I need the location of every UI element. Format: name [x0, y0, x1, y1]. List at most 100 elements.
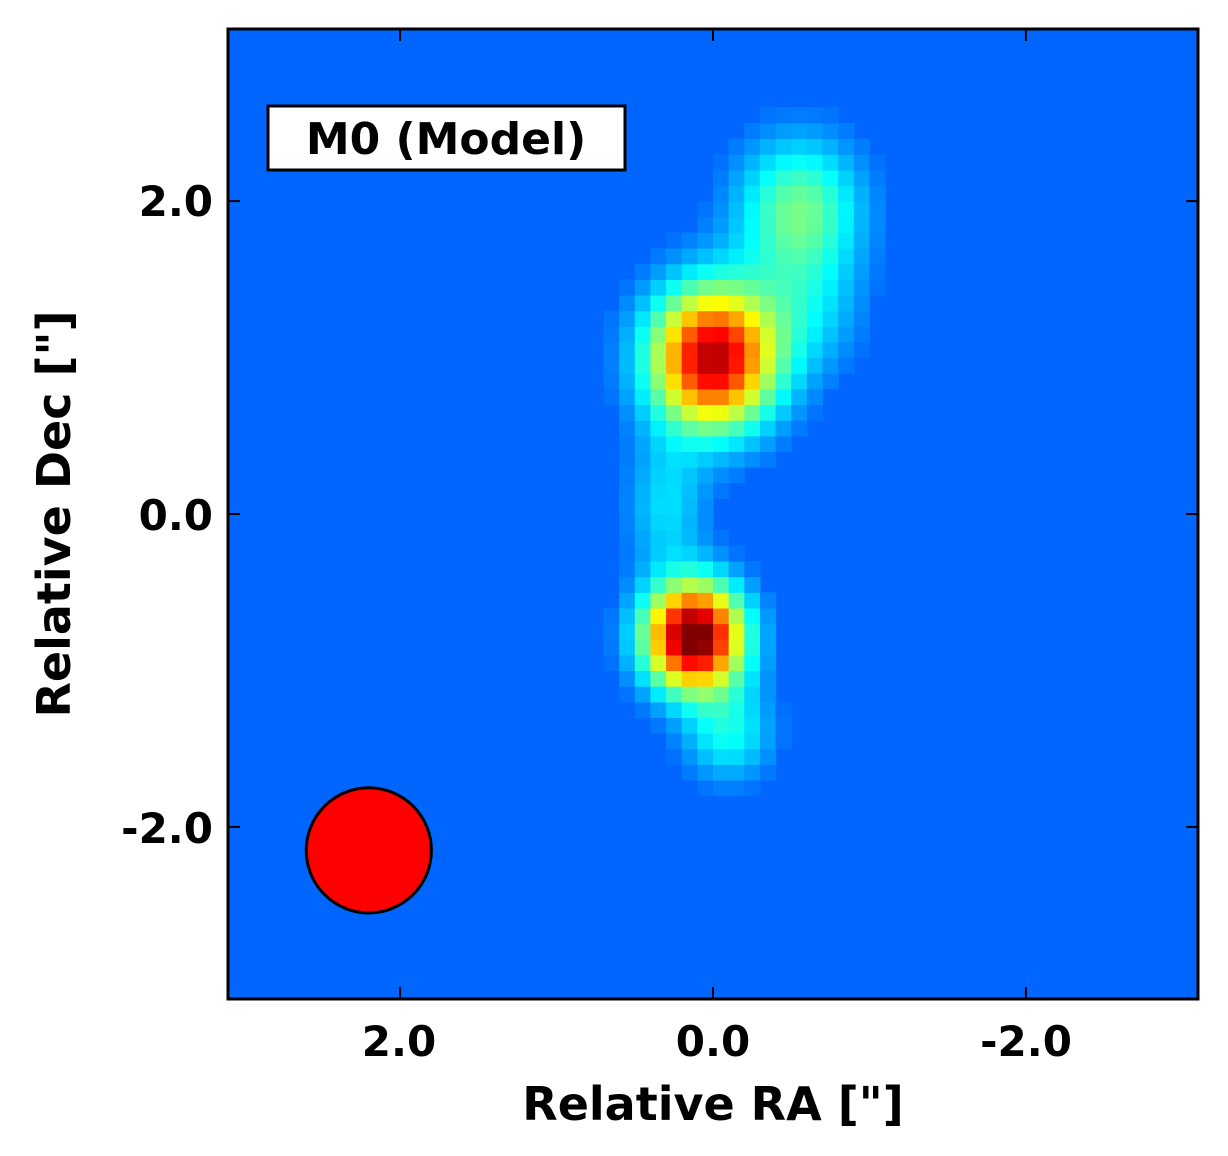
heatmap-cell	[775, 733, 792, 750]
heatmap-cell	[681, 686, 698, 703]
heatmap-cell	[806, 373, 824, 390]
heatmap-cell	[650, 686, 667, 703]
heatmap-cell	[759, 592, 777, 609]
heatmap-cell	[759, 451, 777, 468]
heatmap-cell	[697, 545, 714, 562]
heatmap-cell	[728, 764, 745, 781]
heatmap-cell	[650, 623, 667, 640]
heatmap-cell	[681, 764, 698, 781]
heatmap-cell	[681, 529, 698, 546]
heatmap-cell	[744, 592, 761, 609]
heatmap-cell	[634, 592, 652, 609]
heatmap-cell	[713, 341, 730, 359]
heatmap-cell	[806, 279, 824, 296]
heatmap-cell	[853, 310, 871, 327]
heatmap-cell	[666, 654, 683, 672]
heatmap-cell	[697, 592, 714, 609]
heatmap-cell	[650, 670, 667, 687]
heatmap-cell	[650, 545, 667, 562]
heatmap-cell	[853, 263, 871, 280]
heatmap-cell	[759, 279, 777, 296]
heatmap-cell	[619, 373, 636, 390]
heatmap-cell	[697, 232, 714, 249]
heatmap-cell	[650, 341, 667, 359]
heatmap-cell	[744, 388, 761, 406]
heatmap-cell	[666, 232, 683, 249]
heatmap-cell	[713, 310, 730, 327]
heatmap-cell	[744, 717, 761, 734]
heatmap-cell	[822, 107, 839, 124]
heatmap-cell	[697, 717, 714, 734]
heatmap-cell	[697, 373, 714, 390]
heatmap-cell	[728, 341, 745, 359]
heatmap-cell	[634, 482, 652, 499]
heatmap-cell	[759, 232, 777, 249]
heatmap-cell	[619, 592, 636, 609]
heatmap-cell	[838, 138, 855, 155]
heatmap-cell	[759, 107, 777, 124]
heatmap-cell	[744, 607, 761, 625]
heatmap-cell	[681, 560, 698, 578]
heatmap-cell	[744, 201, 761, 218]
heatmap-cell	[619, 310, 636, 327]
heatmap-cell	[791, 122, 808, 140]
heatmap-cell	[759, 373, 777, 390]
heatmap-cell	[634, 701, 652, 718]
heatmap-cell	[791, 341, 808, 359]
heatmap-cell	[666, 717, 683, 734]
heatmap-cell	[822, 279, 839, 296]
heatmap-cell	[713, 185, 730, 202]
heatmap-cell	[619, 326, 636, 343]
heatmap-cell	[634, 357, 652, 374]
heatmap-cell	[806, 357, 824, 374]
heatmap-cell	[713, 654, 730, 672]
heatmap-cell	[728, 357, 745, 374]
heatmap-cell	[697, 779, 714, 797]
heatmap-cell	[759, 122, 777, 140]
heatmap-cell	[603, 388, 620, 406]
heatmap-cell	[650, 529, 667, 546]
heatmap-cell	[697, 451, 714, 468]
heatmap-cell	[634, 451, 652, 468]
heatmap-cell	[759, 717, 777, 734]
heatmap-cell	[853, 248, 871, 265]
heatmap-cell	[681, 639, 698, 656]
heatmap-cell	[775, 294, 792, 312]
heatmap-cell	[650, 310, 667, 327]
heatmap-cell	[869, 248, 886, 265]
heatmap-cell	[634, 639, 652, 656]
heatmap-cell	[728, 545, 745, 562]
heatmap-cell	[697, 216, 714, 233]
heatmap-cell	[681, 514, 698, 531]
heatmap-cell	[838, 185, 855, 202]
heatmap-cell	[697, 357, 714, 374]
heatmap-cell	[650, 717, 667, 734]
heatmap-cell	[666, 576, 683, 593]
heatmap-cell	[744, 326, 761, 343]
heatmap-cell	[806, 404, 824, 421]
heatmap-cell	[728, 310, 745, 327]
heatmap-cell	[681, 248, 698, 265]
heatmap-cell	[759, 623, 777, 640]
heatmap-cell	[713, 232, 730, 249]
heatmap-cell	[775, 717, 792, 734]
heatmap-cell	[728, 404, 745, 421]
heatmap-cell	[650, 592, 667, 609]
heatmap-cell	[728, 248, 745, 265]
heatmap-cell	[759, 670, 777, 687]
heatmap-cell	[775, 310, 792, 327]
heatmap-cell	[666, 388, 683, 406]
heatmap-cell	[869, 154, 886, 171]
heatmap-cell	[759, 404, 777, 421]
heatmap-cell	[806, 185, 824, 202]
heatmap-cell	[775, 388, 792, 406]
heatmap-cell	[681, 748, 698, 765]
heatmap-cell	[838, 341, 855, 359]
heatmap-cell	[681, 357, 698, 374]
heatmap-cell	[853, 138, 871, 155]
heatmap-cell	[697, 514, 714, 531]
heatmap-cell	[713, 623, 730, 640]
heatmap-cell	[634, 560, 652, 578]
heatmap-cell	[806, 107, 824, 124]
heatmap-cell	[806, 169, 824, 187]
